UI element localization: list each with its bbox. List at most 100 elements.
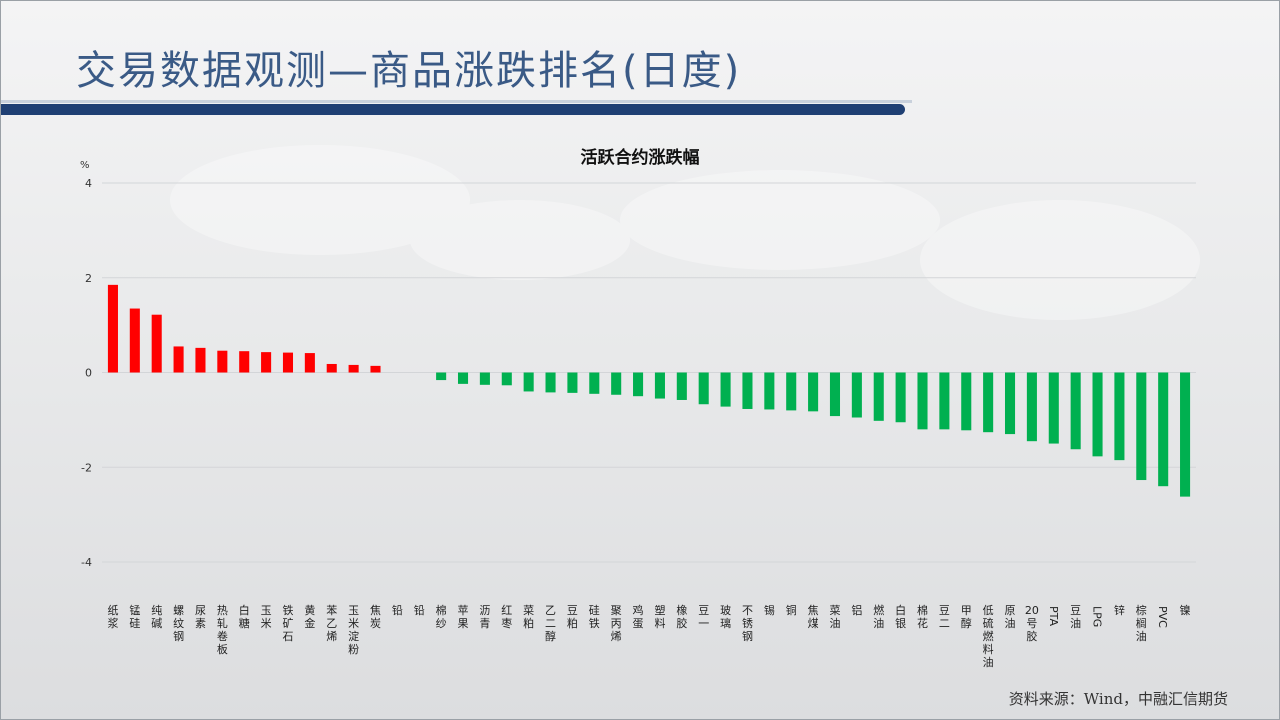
chart-title: 活跃合约涨跌幅 — [580, 148, 700, 168]
x-tick-label: 苯乙烯 — [326, 603, 337, 643]
x-tick-label: 菜粕 — [523, 604, 534, 630]
x-tick-label: 沥青 — [479, 604, 490, 630]
y-tick-label: -2 — [81, 461, 92, 474]
x-tick-label: 硅铁 — [589, 604, 600, 630]
bar-38 — [917, 372, 928, 430]
bar-35 — [851, 372, 862, 418]
source-note: 资料来源：Wind，中融汇信期货 — [1008, 690, 1228, 708]
x-tick-label: 豆油 — [1070, 604, 1081, 630]
bar-27 — [676, 372, 687, 400]
bar-13 — [370, 365, 381, 373]
bar-5 — [195, 347, 206, 373]
bar-18 — [479, 372, 490, 385]
x-tick-label: 铝 — [851, 603, 862, 617]
bar-46 — [1092, 372, 1103, 457]
bar-21 — [545, 372, 556, 393]
x-tick-label: LPG — [1091, 606, 1104, 627]
x-tick-label: 尿素 — [195, 604, 206, 630]
x-tick-label: 锌 — [1114, 603, 1125, 617]
bar-19 — [501, 372, 512, 386]
bar-30 — [742, 372, 753, 409]
x-tick-label: 热轧卷板 — [217, 604, 228, 656]
y-tick-label: 2 — [85, 272, 92, 285]
bar-22 — [567, 372, 578, 393]
bar-48 — [1136, 372, 1147, 481]
x-tick-label: 锡 — [764, 603, 775, 617]
bar-33 — [808, 372, 819, 412]
y-axis-unit: % — [80, 160, 90, 171]
bar-43 — [1026, 372, 1037, 442]
bar-28 — [698, 372, 709, 405]
bar-36 — [873, 372, 884, 421]
bar-20 — [523, 372, 534, 392]
bar-23 — [589, 372, 600, 394]
bar-16 — [436, 372, 447, 381]
x-tick-label: 白银 — [895, 603, 906, 630]
y-tick-label: 0 — [85, 367, 92, 380]
bar-31 — [764, 372, 775, 410]
x-tick-label: 橡胶 — [676, 604, 687, 630]
y-tick-label: -4 — [81, 556, 92, 569]
bar-47 — [1114, 372, 1125, 461]
bar-3 — [151, 314, 162, 373]
x-tick-label: 原油 — [1005, 604, 1016, 630]
x-tick-label: 豆二 — [939, 604, 950, 630]
x-tick-label: 红枣 — [501, 604, 512, 630]
bar-29 — [720, 372, 731, 407]
bar-34 — [829, 372, 841, 417]
bar-6 — [217, 350, 228, 373]
x-tick-label: 豆粕 — [567, 604, 578, 630]
bar-50 — [1180, 372, 1191, 497]
bar-42 — [1004, 372, 1016, 435]
x-tick-label: 纸浆 — [107, 604, 118, 630]
bar-7 — [239, 351, 250, 373]
x-tick-label: 棕榈油 — [1136, 603, 1147, 643]
bar-8 — [261, 352, 272, 373]
bar-44 — [1048, 372, 1059, 444]
bar-11 — [326, 363, 337, 373]
bar-12 — [348, 364, 359, 373]
x-tick-label: 塑料 — [654, 603, 665, 630]
bar-45 — [1070, 372, 1081, 450]
x-tick-label: 螺纹钢 — [173, 604, 184, 643]
bar-37 — [895, 372, 906, 423]
bar-32 — [786, 372, 797, 411]
x-tick-label: 苹果 — [458, 603, 469, 630]
x-tick-label: 焦炭 — [370, 604, 381, 630]
y-tick-label: 4 — [85, 177, 92, 190]
bar-2 — [129, 308, 140, 373]
x-tick-label: 棉花 — [917, 603, 928, 630]
page-title: 交易数据观测—商品涨跌排名(日度) — [76, 48, 742, 94]
bar-39 — [939, 372, 950, 430]
x-tick-label: 黄金 — [304, 603, 315, 630]
title-underline-bar — [0, 104, 905, 115]
x-tick-label: 乙二醇 — [545, 604, 556, 643]
bar-10 — [304, 353, 315, 373]
title-underline-light — [0, 100, 912, 103]
x-tick-label: 铜 — [786, 603, 797, 617]
x-tick-label: 鸡蛋 — [633, 603, 644, 630]
x-tick-label: 锰硅 — [129, 603, 140, 630]
x-tick-label: 低硫燃料油 — [983, 604, 994, 669]
bar-24 — [611, 372, 622, 395]
x-tick-label: 白糖 — [239, 603, 250, 630]
x-tick-label: 聚丙烯 — [611, 604, 622, 643]
x-tick-label: 铁矿石 — [282, 604, 293, 643]
bar-17 — [457, 372, 469, 384]
x-tick-label: 镍 — [1180, 603, 1191, 617]
bar-49 — [1158, 372, 1169, 487]
x-tick-label: 玉米 — [261, 604, 272, 630]
x-tick-label: 纯碱 — [151, 604, 162, 630]
x-tick-label: 甲醇 — [961, 604, 972, 630]
x-tick-label: 玉米淀粉 — [348, 604, 359, 656]
x-tick-label: 铅 — [414, 603, 425, 617]
bar-4 — [173, 346, 184, 373]
x-tick-label: 豆一 — [698, 604, 709, 630]
x-tick-label: 铅 — [392, 603, 403, 617]
x-tick-label: 棉纱 — [436, 603, 447, 630]
x-tick-label: 焦煤 — [808, 604, 819, 630]
bar-26 — [654, 372, 665, 399]
bar-25 — [633, 372, 644, 397]
bar-9 — [282, 352, 294, 373]
